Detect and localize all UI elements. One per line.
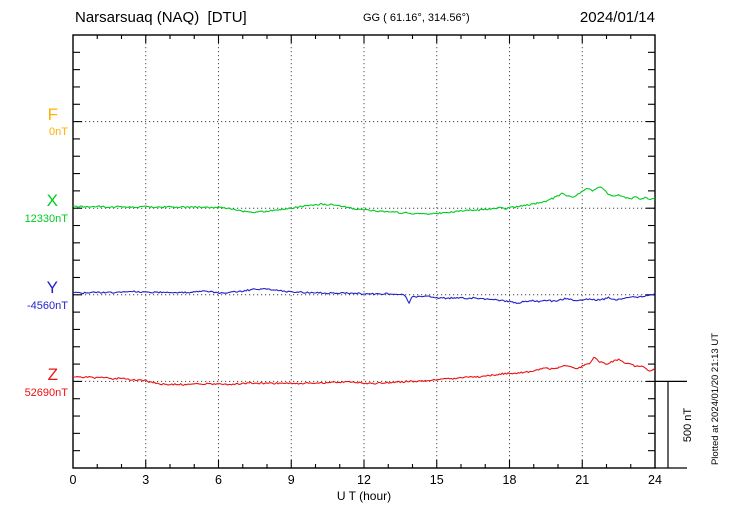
baseline-value-z: 52690nT — [24, 387, 68, 399]
series-label-f: F — [47, 105, 58, 124]
baseline-value-f: 0nT — [49, 126, 68, 138]
series-label-z: Z — [47, 365, 58, 384]
x-tick-label: 18 — [502, 473, 517, 487]
x-tick-label: 3 — [142, 473, 150, 487]
station-title: Narsarsuaq (NAQ) [DTU] — [75, 9, 247, 26]
series-label-x: X — [46, 191, 58, 210]
x-tick-label: 12 — [357, 473, 371, 487]
trace-y — [72, 287, 656, 305]
geographic-coordinates: GG ( 61.16°, 314.56°) — [363, 12, 470, 24]
plotted-timestamp-note: Plotted at 2024/01/20 21:13 UT — [710, 332, 721, 466]
x-tick-label: 0 — [69, 473, 77, 487]
x-tick-label: 9 — [287, 473, 295, 487]
x-tick-label: 6 — [215, 473, 222, 487]
baseline-value-y: -4560nT — [27, 300, 68, 312]
x-tick-label: 15 — [429, 473, 444, 487]
trace-x — [72, 186, 656, 215]
x-tick-label: 21 — [575, 473, 590, 487]
scale-bar-label: 500 nT — [682, 407, 694, 443]
series-label-y: Y — [46, 278, 58, 297]
scale-bar — [655, 380, 687, 469]
x-axis-title: U T (hour) — [336, 489, 392, 503]
trace-z — [72, 356, 656, 386]
date-label: 2024/01/14 — [579, 9, 655, 26]
baseline-value-x: 12330nT — [24, 213, 68, 225]
x-tick-label: 24 — [648, 473, 662, 487]
